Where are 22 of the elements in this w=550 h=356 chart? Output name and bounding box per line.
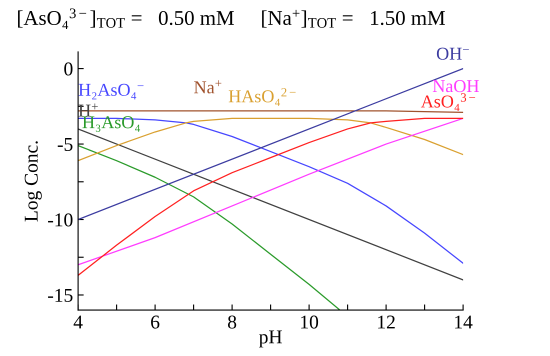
x-tick-label: 4	[74, 316, 83, 328]
series-label: Na$^{+}$	[194, 80, 222, 94]
x-tick-label: 10	[301, 316, 318, 329]
y-tick-label: -10	[48, 213, 72, 226]
series-label: OH$^{−}$	[436, 48, 469, 60]
y-tick-label: -5	[58, 138, 72, 151]
x-tick-label: 6	[151, 316, 160, 329]
y-tick-label: 0	[64, 62, 72, 76]
series-label: H₂AsO₄$^{−}$	[78, 84, 144, 100]
series-label: AsO₄$^{3−}$	[420, 93, 476, 112]
series-label: NaOH	[432, 80, 479, 92]
series-label: H₃AsO₄	[82, 116, 140, 132]
line-series	[78, 144, 341, 310]
x-tick-label: 14	[455, 316, 473, 328]
chart-title: [AsO₄$^{3−}$]$_{TOT}$ = 0.50 mM [Na$^{+}$]$_{TOT}$ = 1.50 mM	[18, 8, 445, 30]
y-axis-title: Log Conc.	[24, 141, 42, 222]
x-tick-label: 8	[228, 316, 236, 329]
y-tick-label: -15	[48, 288, 72, 302]
x-tick-label: 12	[378, 316, 395, 328]
line-series	[78, 118, 464, 162]
x-axis-title: pH	[259, 330, 282, 348]
series-label: HAsO₄$^{2−}$	[228, 88, 296, 106]
